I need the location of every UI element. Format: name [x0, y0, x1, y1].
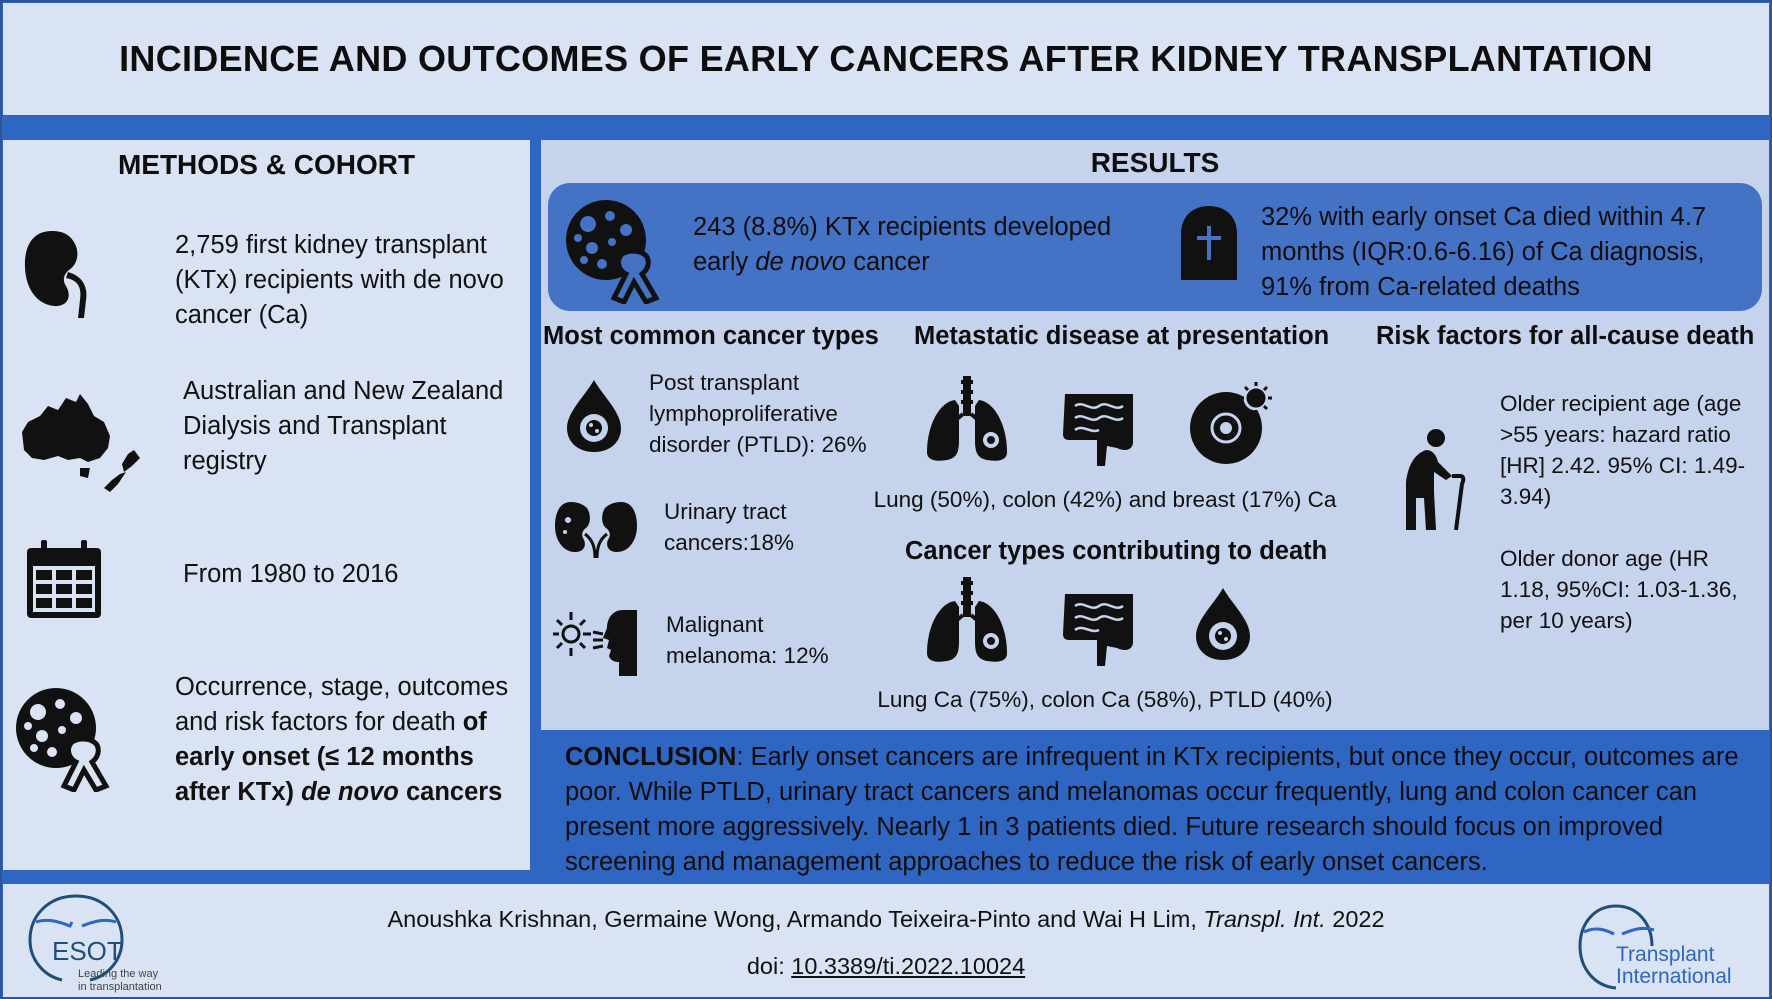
- outcomes-bold: of early onset (≤ 12 months after KTx): [175, 708, 487, 806]
- common-types-heading: Most common cancer types: [543, 322, 879, 350]
- doi-link[interactable]: 10.3389/ti.2022.10024: [791, 953, 1026, 979]
- doi-label: doi:: [746, 953, 792, 979]
- incidence-italic: de novo: [755, 248, 847, 276]
- conclusion-body: : Early onset cancers are infrequent in …: [565, 743, 1739, 876]
- kidneys-icon: [553, 500, 639, 558]
- sun-face-icon: [553, 608, 637, 678]
- urinary-text: Urinary tract cancers:18%: [664, 499, 795, 555]
- death-types-heading: Cancer types contributing to death: [905, 537, 1328, 565]
- colon-icon: [1061, 388, 1137, 472]
- conclusion-label: CONCLUSION: [565, 743, 737, 771]
- year: 2022: [1325, 906, 1385, 932]
- esot-logo: ESOT Leading the way in transplantation: [26, 892, 186, 993]
- esot-tagline-1: Leading the way: [78, 968, 159, 980]
- melanoma-text: Malignant melanoma: 12%: [666, 612, 829, 668]
- results-banner: [548, 183, 1762, 311]
- esot-tagline-2: in transplantation: [78, 981, 162, 993]
- cohort-text: 2,759 first kidney transplant (KTx) reci…: [175, 231, 504, 329]
- footer: [3, 884, 1769, 997]
- cancer-cells-ribbon-icon: [12, 686, 116, 792]
- outcomes-prefix: Occurrence, stage, outcomes and risk fac…: [175, 673, 509, 736]
- methods-heading: METHODS & COHORT: [117, 149, 416, 180]
- incidence-prefix: 243 (8.8%) KTx recipients developed earl…: [693, 213, 1112, 276]
- period-text: From 1980 to 2016: [183, 560, 399, 588]
- australia-nz-map-icon: [18, 388, 148, 500]
- metastatic-heading: Metastatic disease at presentation: [914, 322, 1330, 350]
- incidence-suffix: cancer: [846, 248, 930, 276]
- elderly-person-icon: [1400, 428, 1476, 532]
- outcomes-suffix: cancers: [398, 778, 503, 806]
- blood-drop-cell-icon: [563, 378, 625, 454]
- risk-heading: Risk factors for all-cause death: [1376, 322, 1755, 350]
- lungs-icon: [925, 376, 1009, 464]
- page-title: INCIDENCE AND OUTCOMES OF EARLY CANCERS …: [119, 38, 1653, 79]
- doi-line: doi: 10.3389/ti.2022.10024: [3, 953, 1769, 980]
- registry-text: Australian and New Zealand Dialysis and …: [183, 377, 504, 475]
- ti-line1: Transplant: [1616, 943, 1715, 966]
- tombstone-icon: [1177, 204, 1241, 282]
- recipient-age-text: Older recipient age (age >55 years: haza…: [1500, 391, 1746, 509]
- results-heading: RESULTS: [1090, 147, 1220, 178]
- title-band: INCIDENCE AND OUTCOMES OF EARLY CANCERS …: [3, 3, 1769, 115]
- conclusion-panel: [541, 730, 1769, 870]
- incidence-text: 243 (8.8%) KTx recipients developed earl…: [693, 210, 1153, 280]
- transplant-international-logo: Transplant International: [1576, 902, 1766, 994]
- cancer-cells-ribbon-icon: [560, 198, 668, 304]
- calendar-icon: [25, 538, 103, 620]
- conclusion-text: CONCLUSION: Early onset cancers are infr…: [565, 740, 1760, 880]
- kidney-icon: [22, 228, 92, 320]
- breast-icon: [1188, 380, 1274, 466]
- metastatic-caption: Lung (50%), colon (42%) and breast (17%)…: [873, 487, 1337, 512]
- outcomes-italic: de novo: [301, 778, 399, 806]
- outcomes-text: Occurrence, stage, outcomes and risk fac…: [175, 670, 510, 810]
- ptld-text: Post transplant lymphoproliferative diso…: [649, 370, 867, 457]
- colon-icon: [1061, 588, 1137, 672]
- death-types-caption: Lung Ca (75%), colon Ca (58%), PTLD (40%…: [877, 687, 1333, 712]
- journal: Transpl. Int.: [1203, 906, 1326, 932]
- citation: Anoushka Krishnan, Germaine Wong, Armand…: [3, 906, 1769, 933]
- blood-drop-cell-icon: [1192, 586, 1254, 662]
- lungs-icon: [925, 577, 1009, 665]
- donor-age-text: Older donor age (HR 1.18, 95%CI: 1.03-1.…: [1500, 546, 1738, 633]
- esot-name: ESOT: [52, 936, 123, 966]
- ti-line2: International: [1616, 965, 1732, 988]
- mortality-text: 32% with early onset Ca died within 4.7 …: [1261, 203, 1707, 301]
- authors: Anoushka Krishnan, Germaine Wong, Armand…: [387, 906, 1204, 932]
